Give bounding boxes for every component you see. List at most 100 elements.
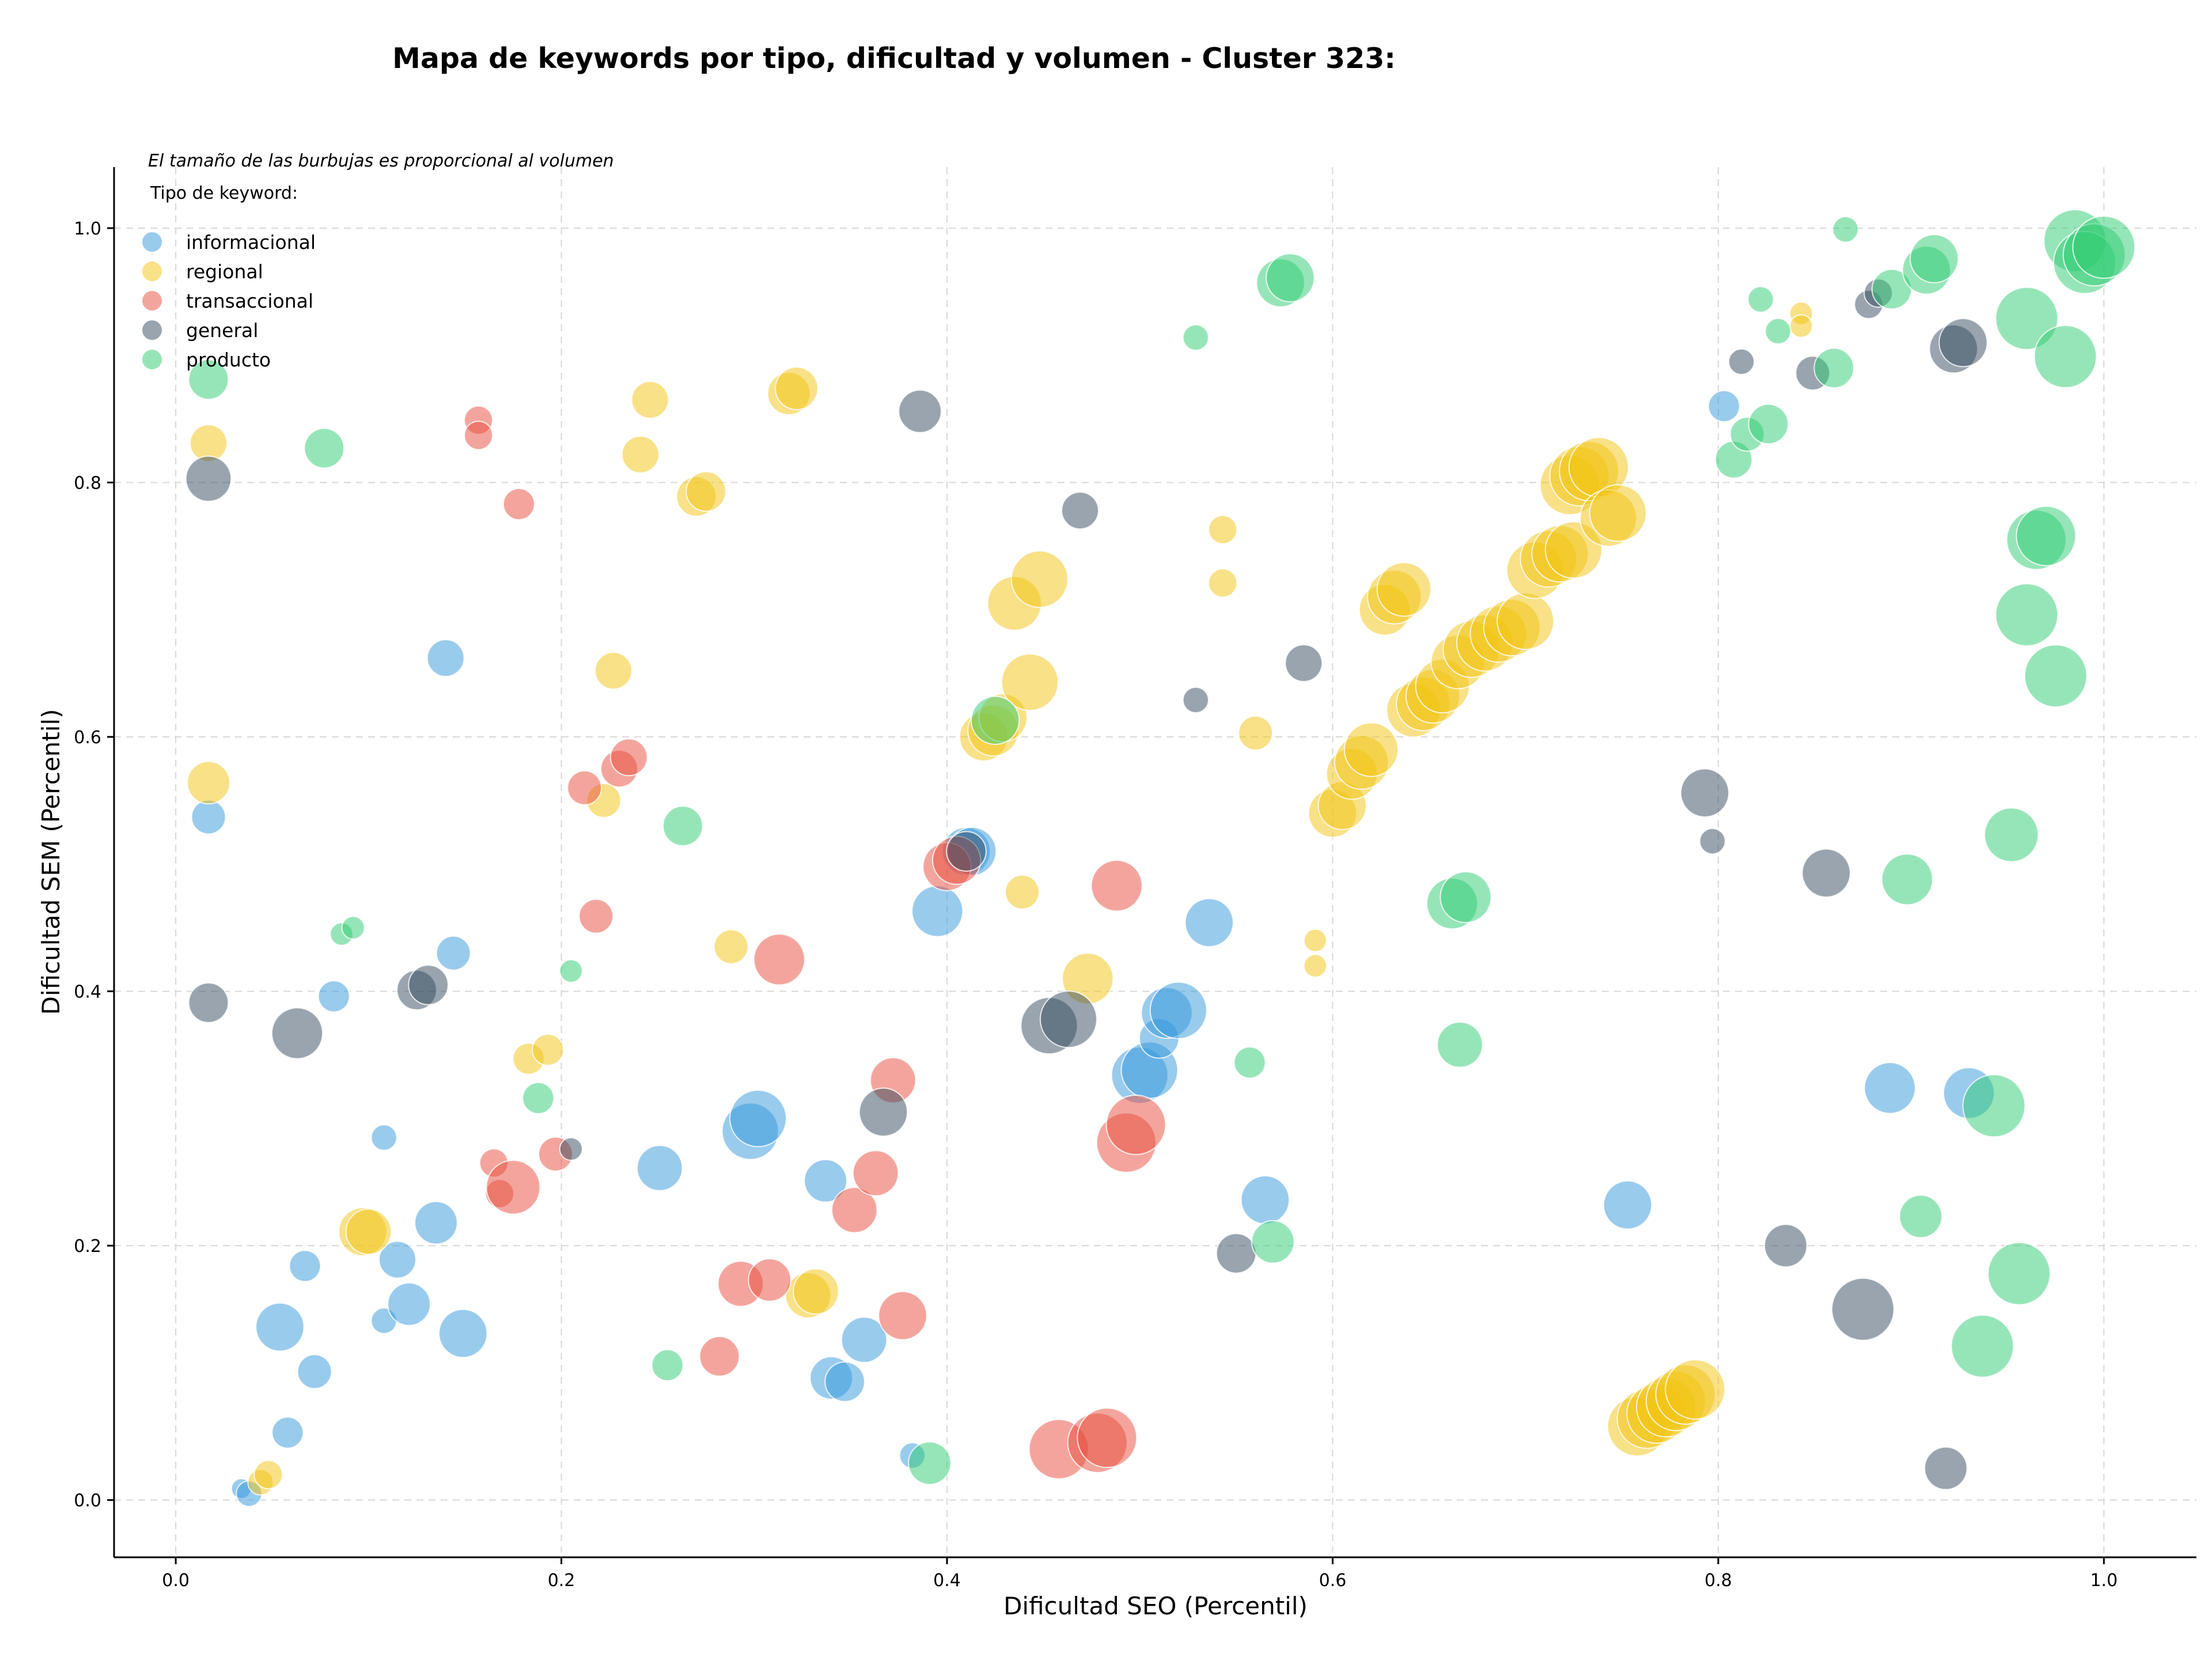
- bubble-point: [289, 1250, 321, 1282]
- bubble-point: [1090, 860, 1143, 912]
- bubble-point: [1233, 1046, 1266, 1079]
- bubble-point: [1764, 1224, 1808, 1267]
- bubble-point: [1001, 653, 1059, 712]
- grid-lines: [114, 167, 2196, 1557]
- bubble-point: [1910, 234, 1959, 283]
- bubble-point: [2072, 215, 2136, 279]
- bubble-point: [1603, 1180, 1653, 1230]
- bubble-point: [253, 1460, 283, 1489]
- bubble-point: [775, 366, 819, 410]
- bubble-point: [878, 1291, 927, 1341]
- bubble-point: [793, 1268, 839, 1315]
- bubble-point: [1728, 348, 1755, 375]
- bubble-point: [438, 1308, 488, 1359]
- legend-items: informacional regional transaccional genera…: [142, 231, 316, 371]
- bubble-point: [1764, 317, 1791, 345]
- legend-item-transaccional: transaccional: [142, 290, 313, 312]
- bubble-point: [1924, 1446, 1968, 1490]
- bubble-point: [1987, 1242, 2051, 1306]
- bubble-point: [408, 964, 449, 1005]
- bubble-point: [1077, 1408, 1138, 1468]
- legend-item-informacional: informacional: [142, 231, 316, 253]
- bubble-point: [185, 455, 232, 502]
- x-tick-label: 0.0: [162, 1571, 190, 1591]
- x-axis-label: Dificultad SEO (Percentil): [1003, 1592, 1308, 1620]
- y-tick-label: 0.0: [74, 1491, 101, 1511]
- bubble-point: [378, 1240, 416, 1279]
- y-axis-label: Dificultad SEM (Percentil): [37, 709, 65, 1015]
- bubble-point: [191, 799, 226, 835]
- bubble-point: [464, 421, 494, 451]
- bubble-point: [341, 915, 365, 940]
- bubble-point: [1376, 562, 1431, 617]
- bubble-point: [824, 1361, 865, 1402]
- bubble-point: [1831, 1277, 1895, 1341]
- bubble-point: [1813, 347, 1854, 389]
- series-regional: [187, 301, 1813, 1496]
- bubble-point: [522, 1082, 555, 1114]
- bubble-point: [609, 738, 648, 777]
- bubble-point: [559, 959, 583, 983]
- bubble-point: [1938, 318, 1988, 368]
- legend-marker: [142, 262, 162, 281]
- bubble-point: [1215, 1233, 1257, 1274]
- bubble-point: [486, 1160, 541, 1215]
- bubble-point: [911, 885, 964, 937]
- bubble-point: [426, 639, 465, 678]
- bubble-point: [594, 652, 632, 690]
- legend: El tamaño de las burbujas es proporciona…: [142, 151, 614, 371]
- bubble-point: [637, 1145, 683, 1191]
- legend-item-general: general: [142, 319, 258, 342]
- bubble-point: [1266, 253, 1315, 302]
- bubble-point: [1238, 716, 1274, 751]
- bubble-point: [271, 1007, 324, 1060]
- legend-marker: [142, 232, 162, 252]
- bubble-point: [971, 695, 1020, 746]
- bubble-point: [1962, 1074, 2026, 1138]
- bubble-point: [1589, 484, 1647, 542]
- bubble-point: [1995, 583, 2059, 646]
- bubble-point: [567, 770, 603, 805]
- bubble-point: [1208, 514, 1238, 544]
- bubble-point: [1899, 1194, 1943, 1239]
- bubble-point: [2033, 325, 2097, 388]
- bubble-point: [1303, 928, 1327, 952]
- bubble-point: [831, 1187, 878, 1234]
- bubble-point: [853, 1150, 899, 1197]
- bubble-point: [1863, 1062, 1916, 1114]
- legend-item-producto: producto: [142, 349, 271, 371]
- bubble-point: [502, 488, 535, 520]
- bubble-point: [297, 1354, 332, 1390]
- bubble-point: [631, 381, 669, 419]
- bubble-point: [1497, 592, 1555, 650]
- bubble-point: [1251, 1220, 1295, 1264]
- bubble-point: [532, 1034, 565, 1066]
- bubble-point: [1343, 722, 1399, 777]
- bubble-point: [662, 805, 703, 846]
- bubble-point: [946, 831, 987, 872]
- bubble-point: [1680, 768, 1730, 818]
- x-axis-ticks: 0.0 0.2 0.4 0.6 0.8 1.0: [162, 1557, 2118, 1591]
- bubble-point: [370, 1124, 397, 1151]
- bubble-point: [578, 898, 614, 934]
- bubble-point: [1105, 1094, 1166, 1155]
- bubble-point: [713, 929, 749, 964]
- legend-label: producto: [186, 349, 271, 371]
- bubble-point: [1665, 1359, 1726, 1420]
- bubble-point: [1208, 568, 1238, 598]
- x-tick-label: 1.0: [2090, 1571, 2118, 1591]
- bubble-point: [1437, 1021, 1483, 1068]
- bubble-point: [1699, 828, 1726, 855]
- y-tick-label: 0.8: [74, 474, 101, 494]
- bubble-point: [188, 982, 229, 1023]
- bubble-point: [414, 1201, 458, 1245]
- bubble-point: [2024, 644, 2088, 707]
- bubble-point: [255, 1302, 305, 1352]
- bubble-point: [1010, 550, 1069, 608]
- bubble-point: [1039, 990, 1097, 1049]
- bubble-point: [908, 1441, 952, 1485]
- legend-marker: [142, 291, 162, 311]
- bubble-point: [1182, 324, 1209, 351]
- bubble-point: [1748, 403, 1789, 445]
- bubble-point: [1832, 216, 1859, 243]
